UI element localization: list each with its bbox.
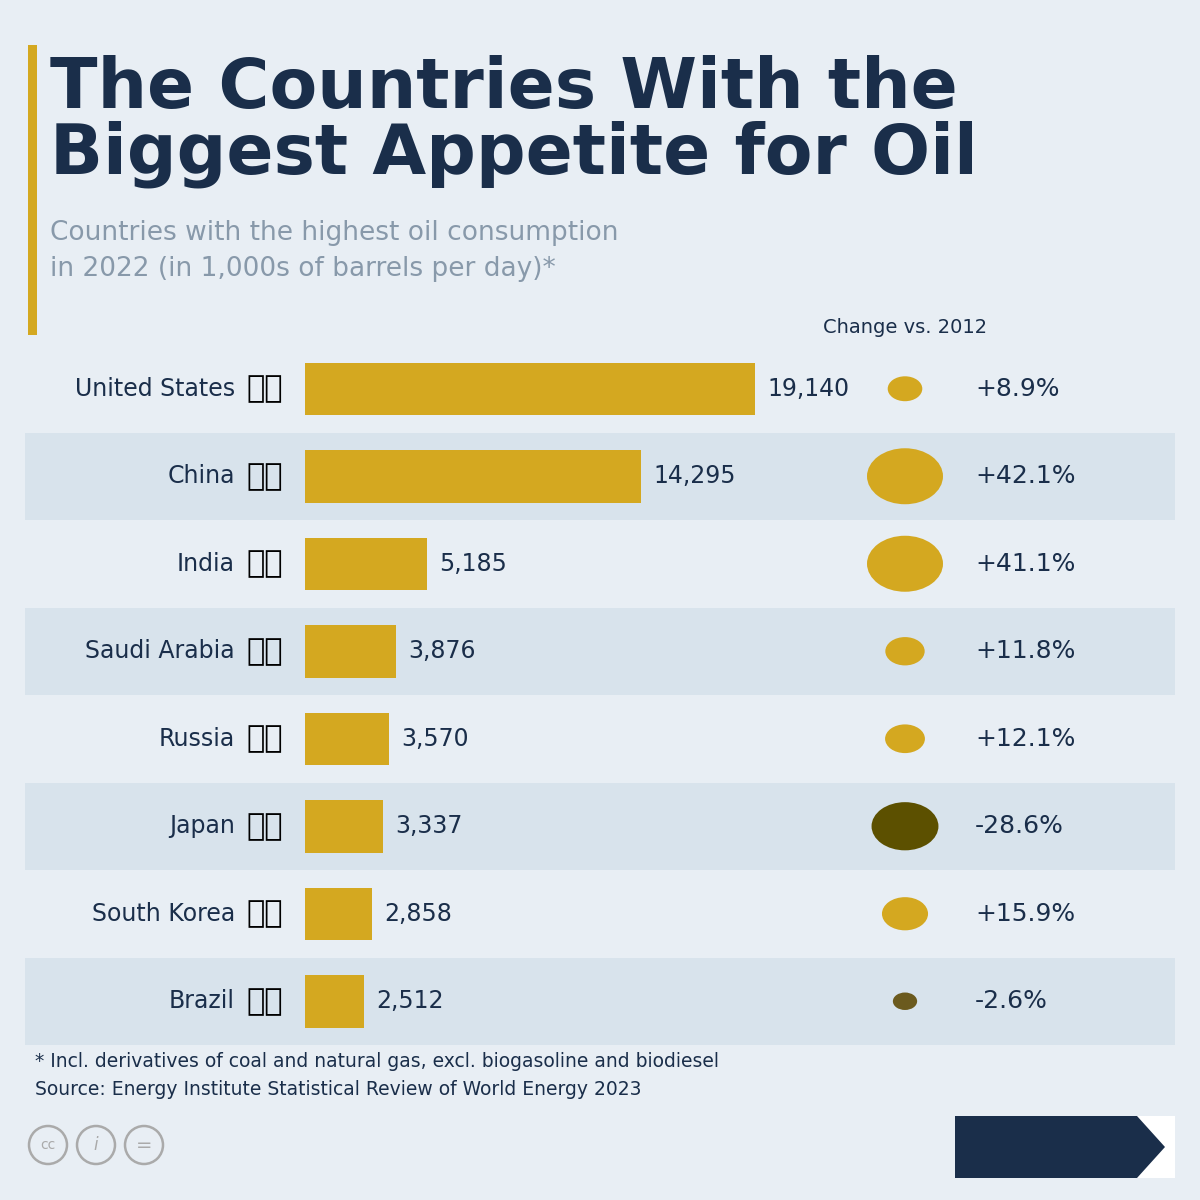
Text: 19,140: 19,140 [767,377,850,401]
Bar [28,44,37,335]
Text: The Countries With the: The Countries With the [50,55,958,122]
Ellipse shape [866,535,943,592]
Bar [25,346,1175,432]
Text: Countries with the highest oil consumption
in 2022 (in 1,000s of barrels per day: Countries with the highest oil consumpti… [50,220,618,282]
Text: Source: Energy Institute Statistical Review of World Energy 2023: Source: Energy Institute Statistical Rev… [35,1080,642,1099]
Text: Brazil: Brazil [169,989,235,1013]
Text: United States: United States [74,377,235,401]
Ellipse shape [871,802,938,851]
Bar [25,432,1175,520]
Bar [305,974,364,1027]
Bar [305,538,427,590]
Text: India: India [178,552,235,576]
Bar [305,800,384,852]
Bar [305,625,396,678]
Text: +15.9%: +15.9% [974,901,1075,925]
Text: +11.8%: +11.8% [974,640,1075,664]
Text: 2,512: 2,512 [376,989,444,1013]
Ellipse shape [893,992,917,1010]
Text: 14,295: 14,295 [653,464,736,488]
Bar [25,695,1175,782]
Ellipse shape [866,449,943,504]
Text: Russia: Russia [158,727,235,751]
Text: 🇨🇳: 🇨🇳 [247,462,283,491]
Text: 3,570: 3,570 [401,727,468,751]
Ellipse shape [882,898,928,930]
Text: 🇮🇳: 🇮🇳 [247,550,283,578]
Text: statista: statista [965,1133,1097,1162]
Bar [25,520,1175,607]
Text: cc: cc [41,1138,55,1152]
Text: +8.9%: +8.9% [974,377,1060,401]
Text: Biggest Appetite for Oil: Biggest Appetite for Oil [50,120,978,187]
Bar [305,450,641,503]
Text: 5,185: 5,185 [439,552,506,576]
Ellipse shape [888,377,923,401]
Text: South Korea: South Korea [91,901,235,925]
Text: 🇺🇸: 🇺🇸 [247,374,283,403]
Bar [955,1116,1175,1178]
Ellipse shape [886,725,925,754]
Text: Saudi Arabia: Saudi Arabia [85,640,235,664]
Text: 🇷🇺: 🇷🇺 [247,725,283,754]
Text: Japan: Japan [169,815,235,839]
Text: 3,337: 3,337 [396,815,463,839]
Bar [305,713,389,766]
Text: +12.1%: +12.1% [974,727,1075,751]
Text: Change vs. 2012: Change vs. 2012 [823,318,988,337]
Text: 2,858: 2,858 [384,901,452,925]
Text: +41.1%: +41.1% [974,552,1075,576]
Bar [25,782,1175,870]
Ellipse shape [886,637,925,666]
Text: * Incl. derivatives of coal and natural gas, excl. biogasoline and biodiesel: * Incl. derivatives of coal and natural … [35,1052,719,1070]
Bar [25,958,1175,1045]
Text: 🇧🇷: 🇧🇷 [247,986,283,1015]
Bar [25,607,1175,695]
Text: 🇯🇵: 🇯🇵 [247,811,283,841]
Text: 🇰🇷: 🇰🇷 [247,899,283,929]
Text: +42.1%: +42.1% [974,464,1075,488]
Text: 3,876: 3,876 [408,640,475,664]
Polygon shape [1138,1116,1175,1178]
Text: =: = [136,1135,152,1154]
Bar [25,870,1175,958]
Text: -28.6%: -28.6% [974,815,1064,839]
Text: 🇸🇦: 🇸🇦 [247,637,283,666]
Bar [305,888,372,940]
Bar [305,362,755,415]
Text: China: China [168,464,235,488]
Text: -2.6%: -2.6% [974,989,1048,1013]
Text: i: i [94,1136,98,1154]
